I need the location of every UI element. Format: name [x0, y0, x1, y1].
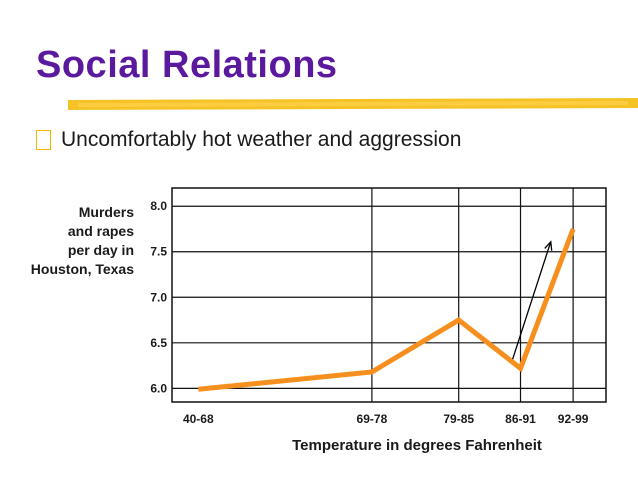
- trend-arrow: [512, 241, 552, 360]
- x-tick-label: 86-91: [505, 412, 536, 426]
- bullet-icon: [36, 130, 51, 150]
- x-tick-label: 40-68: [183, 412, 214, 426]
- y-tick-label: 7.5: [150, 245, 167, 259]
- x-axis-label: Temperature in degrees Fahrenheit: [292, 437, 542, 454]
- y-tick-label: 8.0: [150, 199, 167, 213]
- y-axis-label: Murders and rapes per day in Houston, Te…: [30, 204, 134, 277]
- x-tick-label: 79-85: [443, 412, 474, 426]
- series-line: [198, 228, 576, 392]
- title-underline: [68, 98, 638, 110]
- slide-title: Social Relations: [36, 44, 338, 86]
- trend-arrow-head: [544, 240, 553, 251]
- x-tick-label: 69-78: [357, 412, 388, 426]
- bullet-item: Uncomfortably hot weather and aggression: [36, 125, 461, 155]
- x-tick-label: 92-99: [558, 412, 589, 426]
- y-tick-label: 7.0: [150, 290, 167, 304]
- bullet-text: Uncomfortably hot weather and aggression: [61, 128, 462, 151]
- y-tick-label: 6.0: [150, 381, 167, 395]
- y-tick-label: 6.5: [150, 336, 167, 350]
- plot-frame: [171, 187, 607, 403]
